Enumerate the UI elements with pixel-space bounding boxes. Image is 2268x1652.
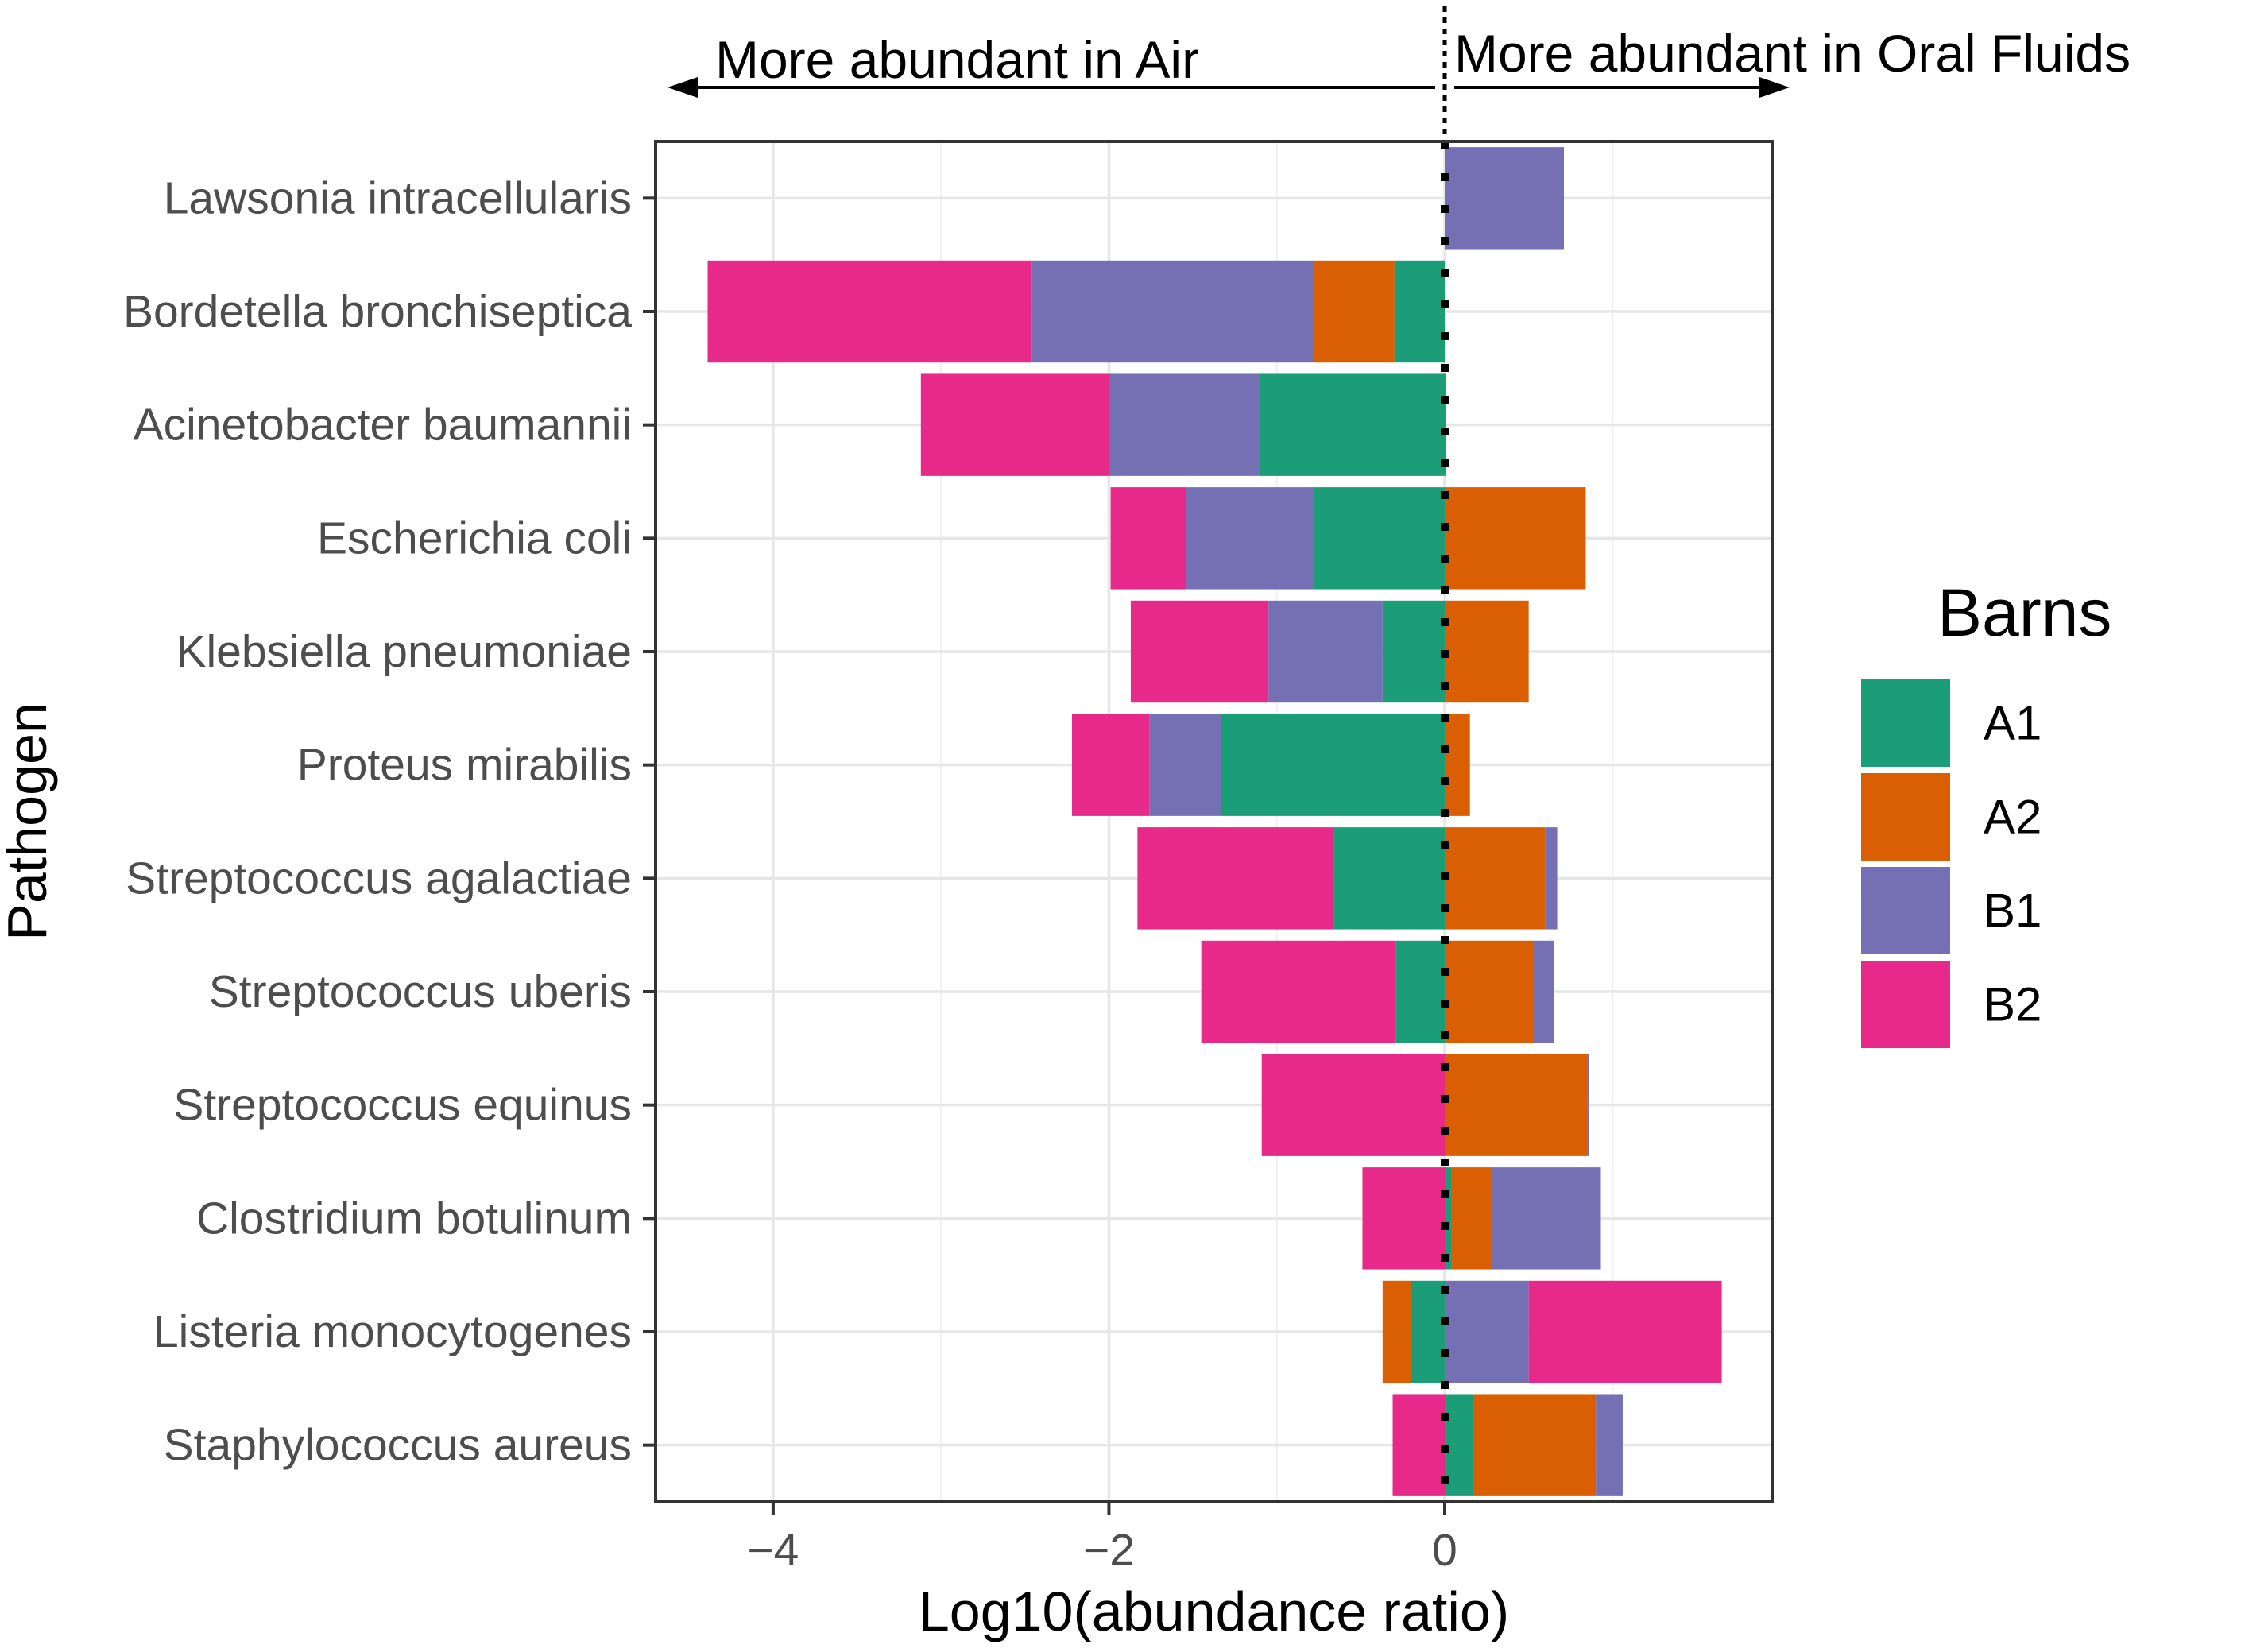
bar-streptococcus-agalactiae-b1 — [1545, 827, 1558, 930]
bar-bordetella-bronchiseptica-b2 — [707, 260, 1032, 363]
bar-streptococcus-equinus-b2 — [1261, 1054, 1446, 1156]
bar-staphylococcus-aureus-b1 — [1596, 1394, 1623, 1496]
y-tick-label: Clostridium botulinum — [196, 1193, 632, 1244]
bar-escherichia-coli-a1 — [1314, 487, 1446, 590]
y-tick-label: Streptococcus uberis — [209, 966, 632, 1017]
bar-streptococcus-equinus-b1 — [1587, 1054, 1589, 1156]
panel-border — [654, 140, 1774, 1503]
axis-layer: Lawsonia intracellularis Bordetella bronc… — [0, 172, 1509, 1642]
bar-streptococcus-equinus-a2 — [1445, 1054, 1588, 1156]
legend-swatch-b2 — [1861, 961, 1950, 1048]
bar-proteus-mirabilis-b2 — [1071, 714, 1150, 816]
y-tick-label: Acinetobacter baumannii — [134, 400, 632, 451]
bar-bordetella-bronchiseptica-a2 — [1314, 260, 1395, 363]
bar-acinetobacter-baumannii-a2 — [1445, 373, 1447, 476]
legend-title: Barns — [1937, 575, 2111, 650]
annotation-left-text: More abundant in Air — [715, 30, 1199, 89]
bar-proteus-mirabilis-a2 — [1445, 714, 1470, 816]
bar-listeria-monocytogenes-b2 — [1528, 1280, 1722, 1383]
plot-panel — [656, 141, 1772, 1502]
y-tick-label: Listeria monocytogenes — [153, 1306, 632, 1357]
y-tick-label: Staphylococcus aureus — [164, 1420, 632, 1471]
bar-acinetobacter-baumannii-a1 — [1260, 373, 1446, 476]
legend-layer: Barns A1 A2 B1 B2 — [1861, 575, 2111, 1048]
y-tick-label: Proteus mirabilis — [297, 740, 632, 791]
bar-staphylococcus-aureus-a2 — [1473, 1394, 1597, 1496]
bar-escherichia-coli-a2 — [1445, 487, 1586, 590]
bar-staphylococcus-aureus-b2 — [1392, 1394, 1446, 1496]
bars-layer — [707, 147, 1722, 1496]
bar-klebsiella-pneumoniae-a2 — [1445, 600, 1529, 703]
bar-streptococcus-uberis-b2 — [1201, 940, 1396, 1043]
x-tick-label: −4 — [747, 1525, 799, 1576]
x-tick-label: 0 — [1432, 1525, 1457, 1576]
legend-swatch-a1 — [1861, 679, 1950, 767]
y-tick-label: Streptococcus equinus — [173, 1080, 632, 1131]
y-tick-label: Escherichia coli — [317, 513, 632, 563]
bar-clostridium-botulinum-a2 — [1451, 1167, 1492, 1270]
bar-streptococcus-uberis-b1 — [1533, 940, 1554, 1043]
bar-streptococcus-agalactiae-a2 — [1445, 827, 1546, 930]
bar-klebsiella-pneumoniae-a1 — [1382, 600, 1446, 703]
y-tick-label: Lawsonia intracellularis — [164, 172, 632, 223]
bar-listeria-monocytogenes-a2 — [1382, 1280, 1411, 1383]
x-tick-label: −2 — [1083, 1525, 1135, 1576]
bar-proteus-mirabilis-b1 — [1149, 714, 1222, 816]
bar-proteus-mirabilis-a1 — [1221, 714, 1446, 816]
bar-clostridium-botulinum-a1 — [1445, 1167, 1452, 1270]
bar-streptococcus-agalactiae-b2 — [1137, 827, 1334, 930]
frame-layer — [654, 6, 1774, 1503]
bar-staphylococcus-aureus-a1 — [1445, 1394, 1473, 1496]
annotation-left-arrowhead — [668, 77, 698, 98]
bar-streptococcus-uberis-a1 — [1395, 940, 1446, 1043]
annotation-right-arrowhead — [1759, 77, 1790, 98]
legend-swatch-a2 — [1861, 773, 1950, 861]
bar-streptococcus-uberis-a2 — [1445, 940, 1534, 1043]
bar-escherichia-coli-b1 — [1186, 487, 1314, 590]
legend-label-b2: B2 — [1984, 978, 2042, 1031]
bar-klebsiella-pneumoniae-b1 — [1268, 600, 1383, 703]
bar-streptococcus-agalactiae-a1 — [1333, 827, 1446, 930]
y-axis-title: Pathogen — [0, 702, 58, 941]
bar-bordetella-bronchiseptica-b1 — [1031, 260, 1314, 363]
bar-acinetobacter-baumannii-b1 — [1109, 373, 1260, 476]
bar-lawsonia-intracellularis-b1 — [1445, 147, 1565, 250]
bar-listeria-monocytogenes-a1 — [1411, 1280, 1446, 1383]
bar-klebsiella-pneumoniae-b2 — [1130, 600, 1269, 703]
y-tick-label: Bordetella bronchiseptica — [123, 286, 632, 337]
annotation-layer: More abundant in Air More abundant in Ora… — [668, 24, 2131, 98]
bar-acinetobacter-baumannii-b2 — [920, 373, 1109, 476]
y-tick-label: Klebsiella pneumoniae — [176, 626, 632, 677]
legend-label-a1: A1 — [1984, 697, 2042, 750]
legend-label-a2: A2 — [1984, 791, 2042, 844]
bar-clostridium-botulinum-b1 — [1492, 1167, 1601, 1270]
bar-clostridium-botulinum-b2 — [1362, 1167, 1446, 1270]
bar-listeria-monocytogenes-b1 — [1445, 1280, 1529, 1383]
y-tick-label: Streptococcus agalactiae — [126, 853, 632, 903]
bar-escherichia-coli-b2 — [1110, 487, 1186, 590]
legend-label-b1: B1 — [1984, 884, 2042, 938]
legend-swatch-b1 — [1861, 867, 1950, 954]
x-axis-title: Log10(abundance ratio) — [919, 1580, 1509, 1642]
annotation-right-text: More abundant in Oral Fluids — [1454, 24, 2131, 83]
bar-bordetella-bronchiseptica-a1 — [1394, 260, 1446, 363]
